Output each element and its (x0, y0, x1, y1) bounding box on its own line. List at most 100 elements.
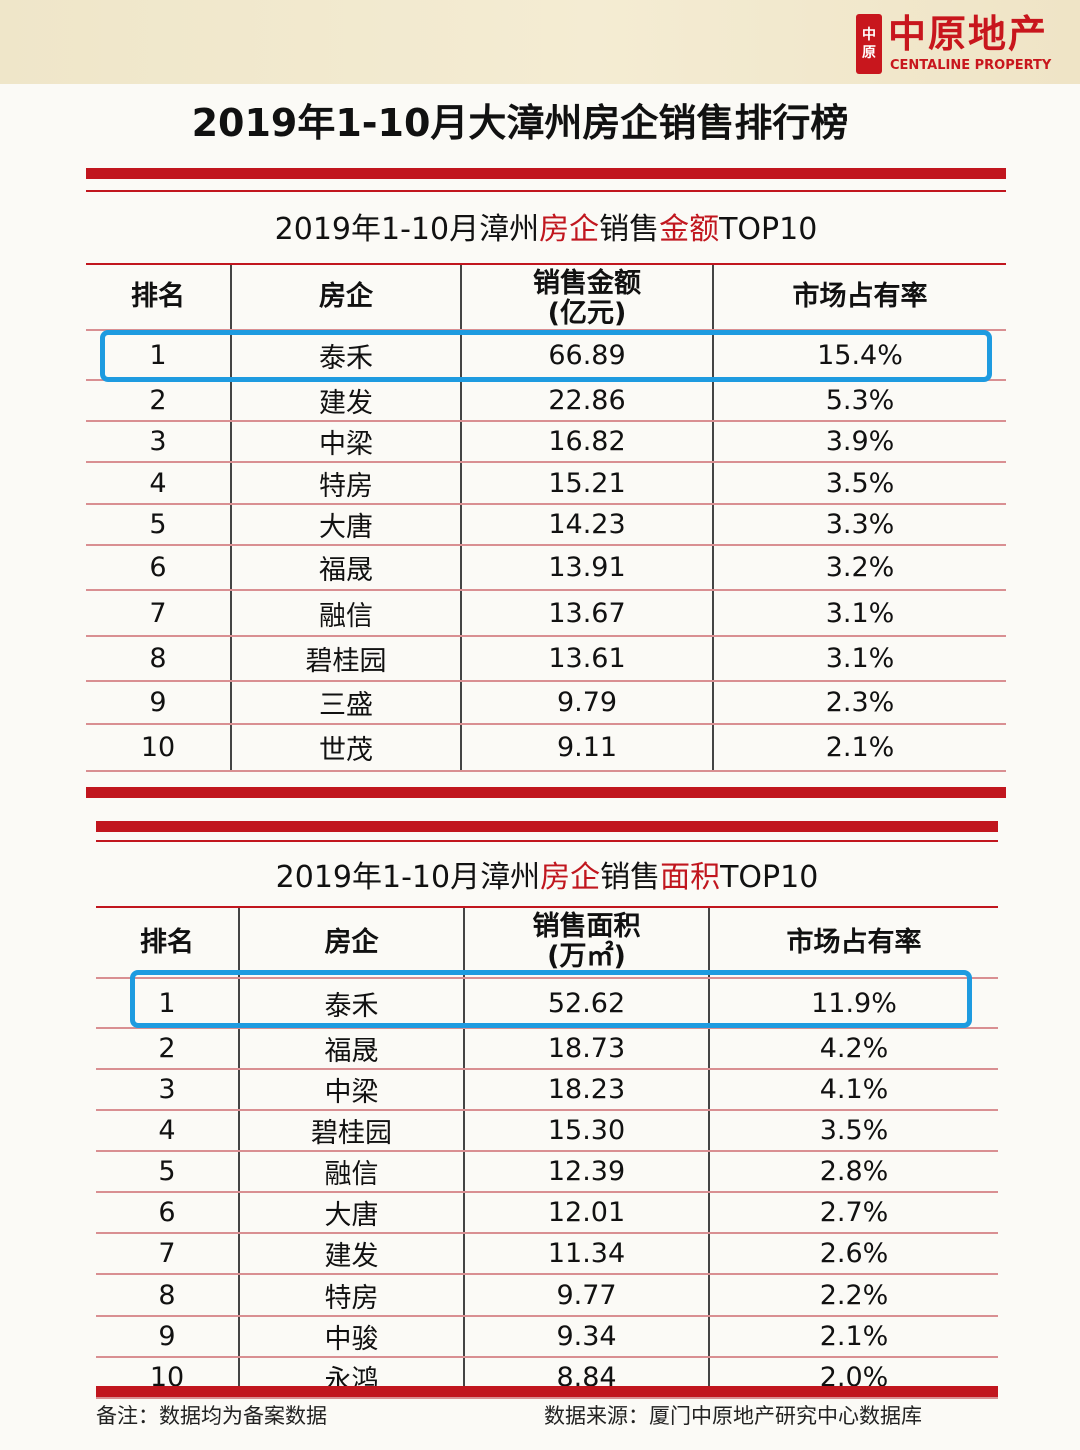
cell-share: 2.2% (708, 1274, 998, 1317)
divider-line (96, 840, 998, 842)
table-row: 5 大唐 14.23 3.3% (86, 504, 1006, 546)
cell-company: 建发 (230, 380, 462, 422)
col-rank-header: 排名 (86, 265, 232, 331)
col-share-header: 市场占有率 (708, 908, 998, 979)
cell-rank: 9 (86, 681, 232, 725)
col-rank-header: 排名 (96, 908, 240, 979)
cell-value: 15.30 (463, 1110, 710, 1152)
cell-share: 2.3% (712, 681, 1006, 725)
cell-value: 9.77 (463, 1274, 710, 1317)
cell-share: 3.1% (712, 590, 1006, 637)
cell-company: 融信 (230, 590, 462, 637)
cell-share: 3.9% (712, 421, 1006, 463)
cell-rank: 3 (96, 1069, 240, 1111)
cell-rank: 6 (96, 1192, 240, 1234)
col-company-header: 房企 (238, 908, 465, 979)
cell-share: 4.1% (708, 1069, 998, 1111)
table2-top-line (96, 906, 998, 908)
cell-company: 三盛 (230, 681, 462, 725)
cell-company: 碧桂园 (238, 1110, 465, 1152)
cell-rank: 5 (96, 1151, 240, 1193)
cell-rank: 2 (86, 380, 232, 422)
cell-company: 福晟 (230, 545, 462, 591)
table-row: 8 特房 9.77 2.2% (96, 1274, 998, 1317)
table-row: 9 三盛 9.79 2.3% (86, 681, 1006, 725)
cell-value: 13.61 (460, 636, 714, 682)
sales-area-table: 排名 房企 销售面积 (万㎡) 市场占有率 1 泰禾 52.62 11.9% 2 福晟 18.… (96, 908, 998, 1399)
cell-value: 22.86 (460, 380, 714, 422)
cell-rank: 1 (86, 330, 232, 381)
cell-share: 15.4% (712, 330, 1006, 381)
table-row: 10 世茂 9.11 2.1% (86, 724, 1006, 772)
cell-value: 13.91 (460, 545, 714, 591)
cell-company: 特房 (238, 1274, 465, 1317)
cell-value: 12.39 (463, 1151, 710, 1193)
cell-value: 9.79 (460, 681, 714, 725)
cell-value: 16.82 (460, 421, 714, 463)
top-rank-highlight (130, 970, 972, 1028)
cell-share: 3.3% (712, 504, 1006, 546)
cell-share: 3.5% (712, 462, 1006, 505)
table1-title: 2019年1-10月漳州房企销售金额TOP10 (274, 212, 818, 247)
cell-rank: 7 (96, 1233, 240, 1275)
header-band (0, 0, 1080, 84)
cell-value: 18.23 (463, 1069, 710, 1111)
cell-value: 11.34 (463, 1233, 710, 1275)
table-row: 5 融信 12.39 2.8% (96, 1151, 998, 1193)
cell-rank: 4 (86, 462, 232, 505)
cell-rank: 3 (86, 421, 232, 463)
table-row: 4 碧桂园 15.30 3.5% (96, 1110, 998, 1152)
cell-rank: 6 (86, 545, 232, 591)
divider-bar (96, 1386, 998, 1397)
divider-bar (96, 821, 998, 832)
cell-company: 中梁 (230, 421, 462, 463)
col-share-header: 市场占有率 (712, 265, 1006, 331)
table-row: 4 特房 15.21 3.5% (86, 462, 1006, 505)
cell-value: 12.01 (463, 1192, 710, 1234)
cell-company: 融信 (238, 1151, 465, 1193)
cell-share: 3.1% (712, 636, 1006, 682)
cell-rank: 4 (96, 1110, 240, 1152)
cell-rank: 8 (96, 1274, 240, 1317)
cell-company: 福晟 (238, 1028, 465, 1070)
table-row: 7 融信 13.67 3.1% (86, 590, 1006, 637)
cell-company: 大唐 (230, 504, 462, 546)
cell-rank: 9 (96, 1316, 240, 1358)
cell-company: 特房 (230, 462, 462, 505)
cell-company: 泰禾 (238, 978, 465, 1029)
cell-value: 9.34 (463, 1316, 710, 1358)
table-row: 9 中骏 9.34 2.1% (96, 1316, 998, 1358)
table-row: 3 中梁 18.23 4.1% (96, 1069, 998, 1111)
col-amount-header: 销售金额 (亿元) (460, 265, 714, 331)
cell-share: 11.9% (708, 978, 998, 1029)
table-row: 3 中梁 16.82 3.9% (86, 421, 1006, 463)
cell-company: 中梁 (238, 1069, 465, 1111)
page-title: 2019年1-10月大漳州房企销售排行榜 (191, 101, 849, 145)
centaline-logo: 中 原 中原地产 CENTALINE PROPERTY (856, 10, 1066, 76)
cell-rank: 7 (86, 590, 232, 637)
logo-name-cn: 中原地产 (888, 12, 1049, 56)
cell-value: 52.62 (463, 978, 710, 1029)
cell-rank: 8 (86, 636, 232, 682)
table1-top-line (86, 263, 1006, 265)
col-area-header: 销售面积 (万㎡) (463, 908, 710, 979)
cell-share: 2.7% (708, 1192, 998, 1234)
footer-source: 数据来源：厦门中原地产研究中心数据库 (544, 1404, 922, 1428)
cell-value: 13.67 (460, 590, 714, 637)
cell-share: 2.1% (712, 724, 1006, 772)
cell-rank: 10 (86, 724, 232, 772)
cell-rank: 2 (96, 1028, 240, 1070)
sales-amount-table: 排名 房企 销售金额 (亿元) 市场占有率 1 泰禾 66.89 15.4% 2 建发 22.… (86, 265, 1006, 772)
cell-value: 14.23 (460, 504, 714, 546)
cell-share: 3.2% (712, 545, 1006, 591)
col-company-header: 房企 (230, 265, 462, 331)
cell-value: 9.11 (460, 724, 714, 772)
cell-company: 大唐 (238, 1192, 465, 1234)
cell-company: 世茂 (230, 724, 462, 772)
table-header-row: 排名 房企 销售金额 (亿元) 市场占有率 (86, 265, 1006, 331)
logo-seal-icon: 中 原 (856, 14, 882, 74)
cell-company: 中骏 (238, 1316, 465, 1358)
cell-share: 2.6% (708, 1233, 998, 1275)
cell-value: 18.73 (463, 1028, 710, 1070)
footer-note: 备注：数据均为备案数据 (96, 1404, 327, 1428)
